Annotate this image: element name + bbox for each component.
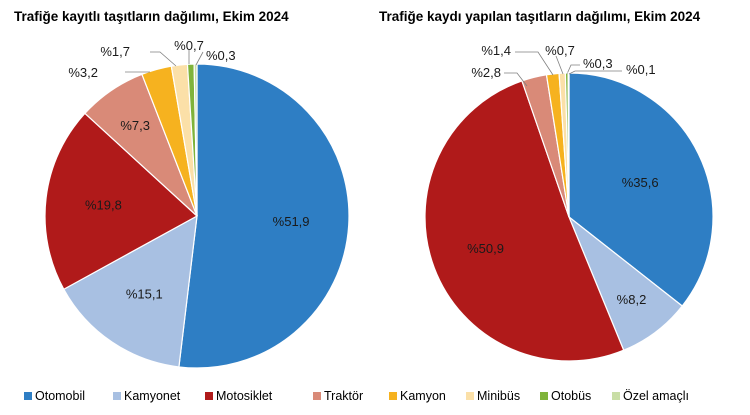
legend-swatch-traktor: [313, 392, 321, 400]
left-leader-ozel-amacli: [195, 51, 204, 66]
right-label-kamyon: %1,4: [481, 43, 511, 58]
legend-swatch-kamyon: [389, 392, 397, 400]
legend-swatch-motosiklet: [205, 392, 213, 400]
left-chart-title: Trafiğe kayıtlı taşıtların dağılımı, Eki…: [14, 9, 289, 24]
left-label-ozel-amacli: %0,3: [206, 48, 236, 63]
legend-label-traktor: Traktör: [324, 389, 363, 403]
right-label-ozel-amacli: %0,1: [626, 62, 656, 77]
legend-swatch-otomobil: [24, 392, 32, 400]
left-slice-kamyonet: [62, 214, 198, 368]
left-label-otomobil: %51,9: [273, 214, 310, 229]
legend-label-motosiklet: Motosiklet: [216, 389, 273, 403]
right-leader-otobus: [566, 64, 580, 75]
right-pie: %35,6 %8,2 %50,9 %2,8 %1,4 %0,7 %0,3 %0,1: [424, 43, 714, 362]
left-pie: %51,9 %15,1 %19,8 %7,3 %3,2%1,7 %0,7%0,3: [44, 38, 350, 369]
right-leader-ozel-amacli: [568, 70, 622, 75]
legend-swatch-ozel-amacli: [612, 392, 620, 400]
right-label-traktor: %2,8: [471, 65, 501, 80]
right-label-otomobil: %35,6: [622, 175, 659, 190]
left-leader-minibus: [150, 51, 177, 67]
right-chart-title: Trafiğe kaydı yapılan taşıtların dağılım…: [379, 9, 701, 24]
legend-swatch-minibus: [466, 392, 474, 400]
right-slice-motosiklet: [424, 80, 625, 362]
right-label-minibus: %0,7: [545, 43, 575, 58]
legend-label-kamyon: Kamyon: [400, 389, 446, 403]
left-slice-motosiklet: [44, 112, 199, 291]
right-leader-traktor: [504, 72, 528, 87]
legend-swatch-kamyonet: [113, 392, 121, 400]
legend-label-otomobil: Otomobil: [35, 389, 85, 403]
legend-swatch-otobus: [540, 392, 548, 400]
right-leader-minibus: [555, 55, 564, 75]
right-leader-kamyon: [515, 51, 554, 76]
right-slice-otomobil: [568, 72, 714, 307]
left-label-minibus: %1,7: [100, 44, 130, 59]
left-slice-ozel-amacli: [193, 63, 198, 217]
left-label-kamyonet: %15,1: [126, 287, 163, 302]
legend-label-kamyonet: Kamyonet: [124, 389, 181, 403]
legend: Otomobil Kamyonet Motosiklet Traktör Kamyon M…: [24, 389, 689, 403]
left-label-kamyon: %3,2: [68, 65, 98, 80]
left-label-motosiklet: %19,8: [85, 197, 122, 212]
right-label-otobus: %0,3: [583, 56, 613, 71]
right-slice-ozel-amacli: [567, 72, 570, 218]
left-label-otobus: %0,7: [174, 38, 204, 53]
left-slice-otomobil: [178, 63, 350, 369]
legend-label-otobus: Otobüs: [551, 389, 591, 403]
right-label-kamyonet: %8,2: [617, 292, 647, 307]
right-label-motosiklet: %50,9: [467, 241, 504, 256]
legend-label-ozel-amacli: Özel amaçlı: [623, 389, 689, 403]
legend-label-minibus: Minibüs: [477, 389, 520, 403]
left-label-traktor: %7,3: [120, 118, 150, 133]
